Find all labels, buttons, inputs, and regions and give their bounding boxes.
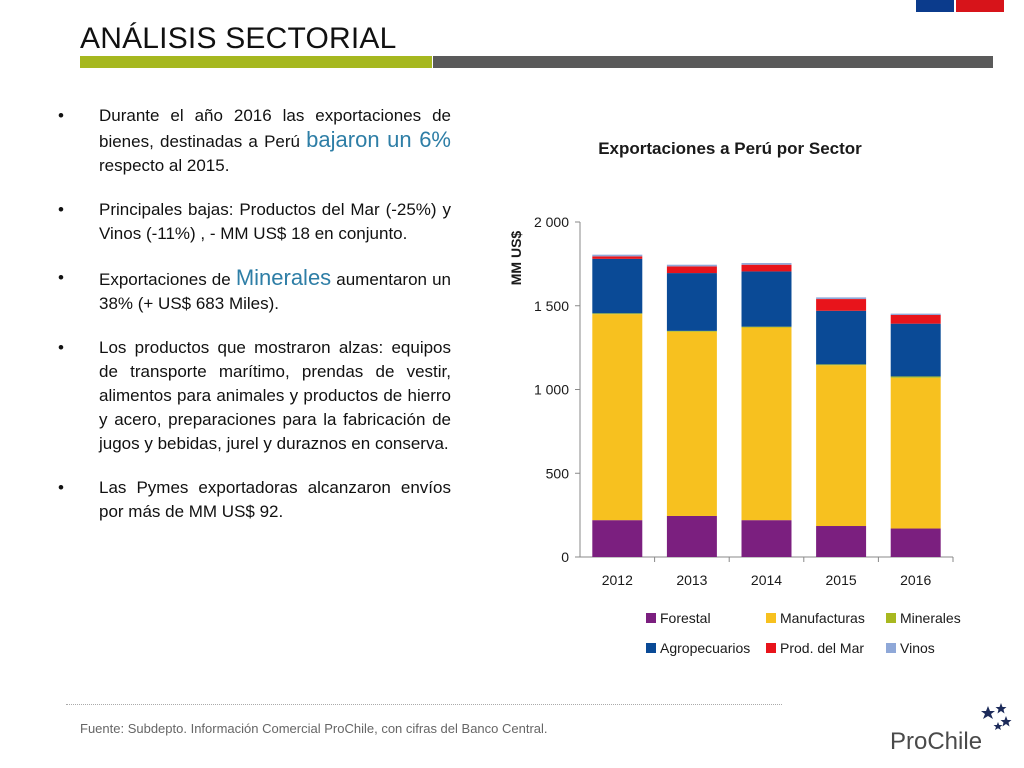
bar-segment (816, 365, 867, 527)
bar-segment (890, 313, 941, 315)
bullet-item: • Las Pymes exportadoras alcanzaron envío… (58, 476, 451, 524)
bar-segment (741, 520, 792, 557)
bullet-dot-icon: • (58, 478, 64, 497)
bar-segment (741, 264, 792, 272)
legend-label: Minerales (900, 610, 961, 626)
bullet-text: Exportaciones de (99, 270, 236, 289)
x-tick-label: 2013 (676, 572, 707, 588)
bullet-dot-icon: • (58, 268, 64, 287)
y-tick-label: 500 (546, 465, 570, 481)
bar-segment (816, 526, 867, 557)
bar-segment (890, 528, 941, 557)
bar-segment (666, 264, 717, 267)
chart-title: Exportaciones a Perú por Sector (598, 139, 862, 158)
bar-segment (890, 323, 941, 377)
bar-segment (816, 297, 867, 300)
bar-segment (741, 326, 792, 328)
y-tick-label: 1 000 (534, 382, 569, 398)
legend-label: Forestal (660, 610, 711, 626)
legend-label: Vinos (900, 640, 935, 656)
bullet-highlight: bajaron un 6% (306, 127, 451, 152)
bullet-text: aumentaron un 38% (+ US$ 683 Miles). (99, 270, 451, 313)
legend-label: Manufacturas (780, 610, 865, 626)
bar-segment (816, 299, 867, 311)
legend-swatch (886, 613, 896, 623)
y-axis-label: MM US$ (508, 231, 524, 286)
legend-swatch (646, 613, 656, 623)
bullet-dot-icon: • (58, 200, 64, 219)
bullet-text: Durante el año 2016 las exportaciones de… (99, 106, 451, 151)
legend-swatch (886, 643, 896, 653)
bullet-item: • Exportaciones de Minerales aumentaron u… (58, 266, 451, 316)
bullet-text: Las Pymes exportadoras alcanzaron envíos… (99, 478, 451, 521)
page-title: ANÁLISIS SECTORIAL (80, 22, 397, 55)
bar-segment (592, 520, 643, 557)
title-underline-gray (433, 56, 993, 68)
footer-divider (66, 704, 782, 705)
bullet-text: Los productos que mostraron alzas: equip… (99, 338, 451, 453)
x-tick-label: 2014 (751, 572, 782, 588)
bar-segment (666, 330, 717, 332)
bar-segment (592, 313, 643, 315)
x-tick-label: 2012 (602, 572, 633, 588)
bar-segment (741, 271, 792, 327)
bar-segment (890, 377, 941, 529)
x-tick-label: 2015 (826, 572, 857, 588)
bullet-item: • Los productos que mostraron alzas: equi… (58, 336, 451, 456)
bar-segment (816, 310, 867, 365)
bar-segment (666, 331, 717, 516)
source-note: Fuente: Subdepto. Información Comercial … (80, 721, 548, 736)
bar-segment (741, 263, 792, 265)
title-underline-green (80, 56, 432, 68)
bullet-list: • Durante el año 2016 las exportaciones d… (58, 104, 451, 544)
legend-swatch (766, 613, 776, 623)
bar-segment (666, 515, 717, 557)
bar-segment (592, 258, 643, 314)
bullet-item: • Principales bajas: Productos del Mar (-… (58, 198, 451, 246)
x-tick-label: 2016 (900, 572, 931, 588)
sector-exports-chart: Exportaciones a Perú por Sector MM US$ 0 50… (508, 139, 961, 656)
flag-blue-stripe (916, 0, 954, 12)
flag-red-stripe (956, 0, 1004, 12)
prochile-logo-stars (981, 703, 1012, 730)
legend-label: Prod. del Mar (780, 640, 864, 656)
prochile-logo-text: ProChile (890, 728, 983, 755)
bar-segment (592, 256, 643, 259)
bullet-text: respecto al 2015. (99, 156, 230, 175)
legend-label: Agropecuarios (660, 640, 750, 656)
bullet-item: • Durante el año 2016 las exportaciones d… (58, 104, 451, 178)
bullet-text: Principales bajas: Productos del Mar (-2… (99, 200, 451, 243)
y-tick-label: 0 (561, 549, 569, 565)
bar-segment (666, 266, 717, 274)
bar-segment (816, 364, 867, 366)
bar-segment (890, 314, 941, 324)
bar-segment (666, 273, 717, 331)
y-tick-label: 1 500 (534, 298, 569, 314)
bar-segment (741, 327, 792, 521)
y-tick-label: 2 000 (534, 214, 569, 230)
bar-segment (890, 376, 941, 378)
legend-swatch (766, 643, 776, 653)
bar-segment (592, 254, 643, 257)
bar-segment (592, 314, 643, 521)
bullet-dot-icon: • (58, 106, 64, 125)
legend-swatch (646, 643, 656, 653)
bullet-highlight: Minerales (235, 265, 332, 290)
bullet-dot-icon: • (58, 338, 64, 357)
